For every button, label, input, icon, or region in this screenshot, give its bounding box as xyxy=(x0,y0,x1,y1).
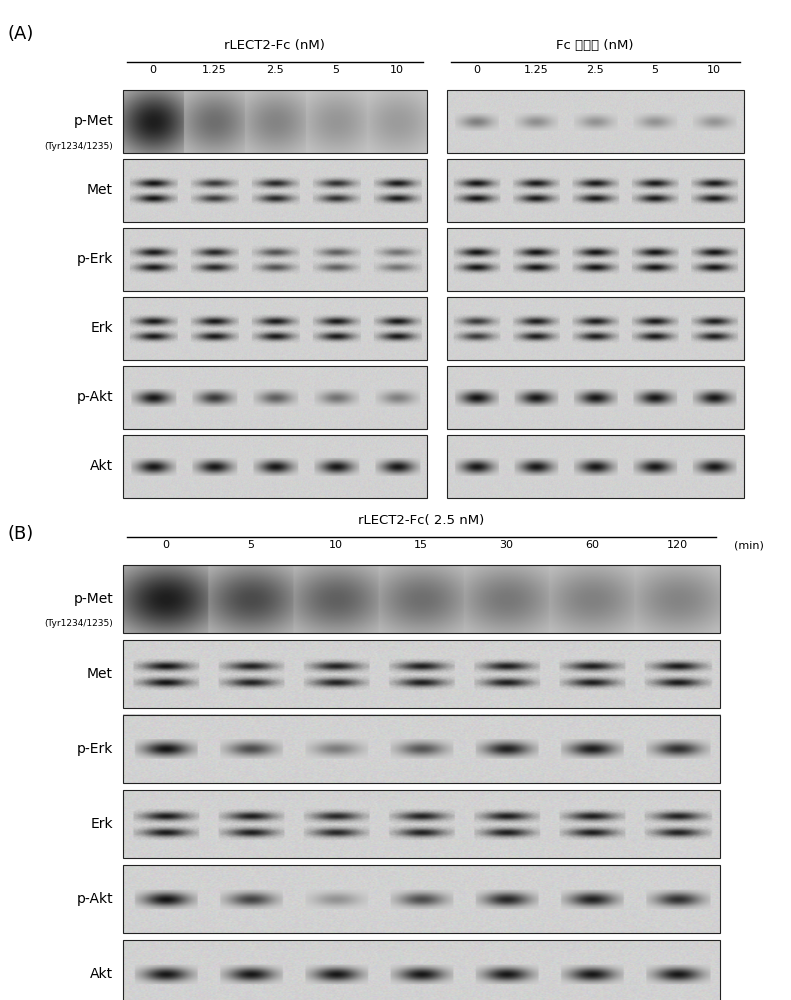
Text: (Tyr1234/1235): (Tyr1234/1235) xyxy=(44,619,113,628)
Text: p-Met: p-Met xyxy=(74,592,113,606)
Text: p-Erk: p-Erk xyxy=(77,742,113,756)
Bar xyxy=(123,228,427,291)
Bar xyxy=(123,159,427,222)
Text: 120: 120 xyxy=(667,540,687,550)
Text: Erk: Erk xyxy=(90,817,113,831)
Text: p-Met: p-Met xyxy=(74,114,113,128)
Text: (B): (B) xyxy=(8,525,34,543)
Text: 1.25: 1.25 xyxy=(524,65,548,75)
Text: 5: 5 xyxy=(332,65,339,75)
Bar xyxy=(447,228,744,291)
Bar xyxy=(123,297,427,360)
Bar xyxy=(123,715,720,783)
Bar xyxy=(447,297,744,360)
Text: 10: 10 xyxy=(390,65,403,75)
Bar xyxy=(123,640,720,708)
Text: (Tyr1234/1235): (Tyr1234/1235) xyxy=(44,142,113,151)
Text: 60: 60 xyxy=(585,540,599,550)
Bar xyxy=(447,435,744,498)
Bar xyxy=(123,865,720,933)
Text: Met: Met xyxy=(87,667,113,681)
Bar xyxy=(123,940,720,1000)
Text: Akt: Akt xyxy=(90,459,113,473)
Text: 5: 5 xyxy=(651,65,658,75)
Text: 0: 0 xyxy=(473,65,480,75)
Text: 15: 15 xyxy=(414,540,428,550)
Text: Erk: Erk xyxy=(90,321,113,335)
Bar xyxy=(447,159,744,222)
Text: 10: 10 xyxy=(707,65,721,75)
Text: 2.5: 2.5 xyxy=(266,65,284,75)
Text: rLECT2-Fc (nM): rLECT2-Fc (nM) xyxy=(225,39,325,52)
Text: 0: 0 xyxy=(162,540,168,550)
Text: p-Erk: p-Erk xyxy=(77,252,113,266)
Text: 0: 0 xyxy=(149,65,157,75)
Bar xyxy=(447,366,744,429)
Bar xyxy=(123,90,427,153)
Bar xyxy=(123,435,427,498)
Text: 5: 5 xyxy=(247,540,254,550)
Bar xyxy=(447,90,744,153)
Text: 10: 10 xyxy=(329,540,343,550)
Text: rLECT2-Fc( 2.5 nM): rLECT2-Fc( 2.5 nM) xyxy=(358,514,484,527)
Text: (min): (min) xyxy=(734,540,764,550)
Bar xyxy=(123,366,427,429)
Text: 1.25: 1.25 xyxy=(202,65,226,75)
Text: p-Akt: p-Akt xyxy=(77,390,113,404)
Text: Akt: Akt xyxy=(90,967,113,981)
Text: p-Akt: p-Akt xyxy=(77,892,113,906)
Text: (A): (A) xyxy=(8,25,34,43)
Bar xyxy=(123,565,720,633)
Text: 30: 30 xyxy=(500,540,513,550)
Text: Fc 对照组 (nM): Fc 对照组 (nM) xyxy=(557,39,634,52)
Text: Met: Met xyxy=(87,184,113,198)
Bar xyxy=(123,790,720,858)
Text: 2.5: 2.5 xyxy=(586,65,604,75)
